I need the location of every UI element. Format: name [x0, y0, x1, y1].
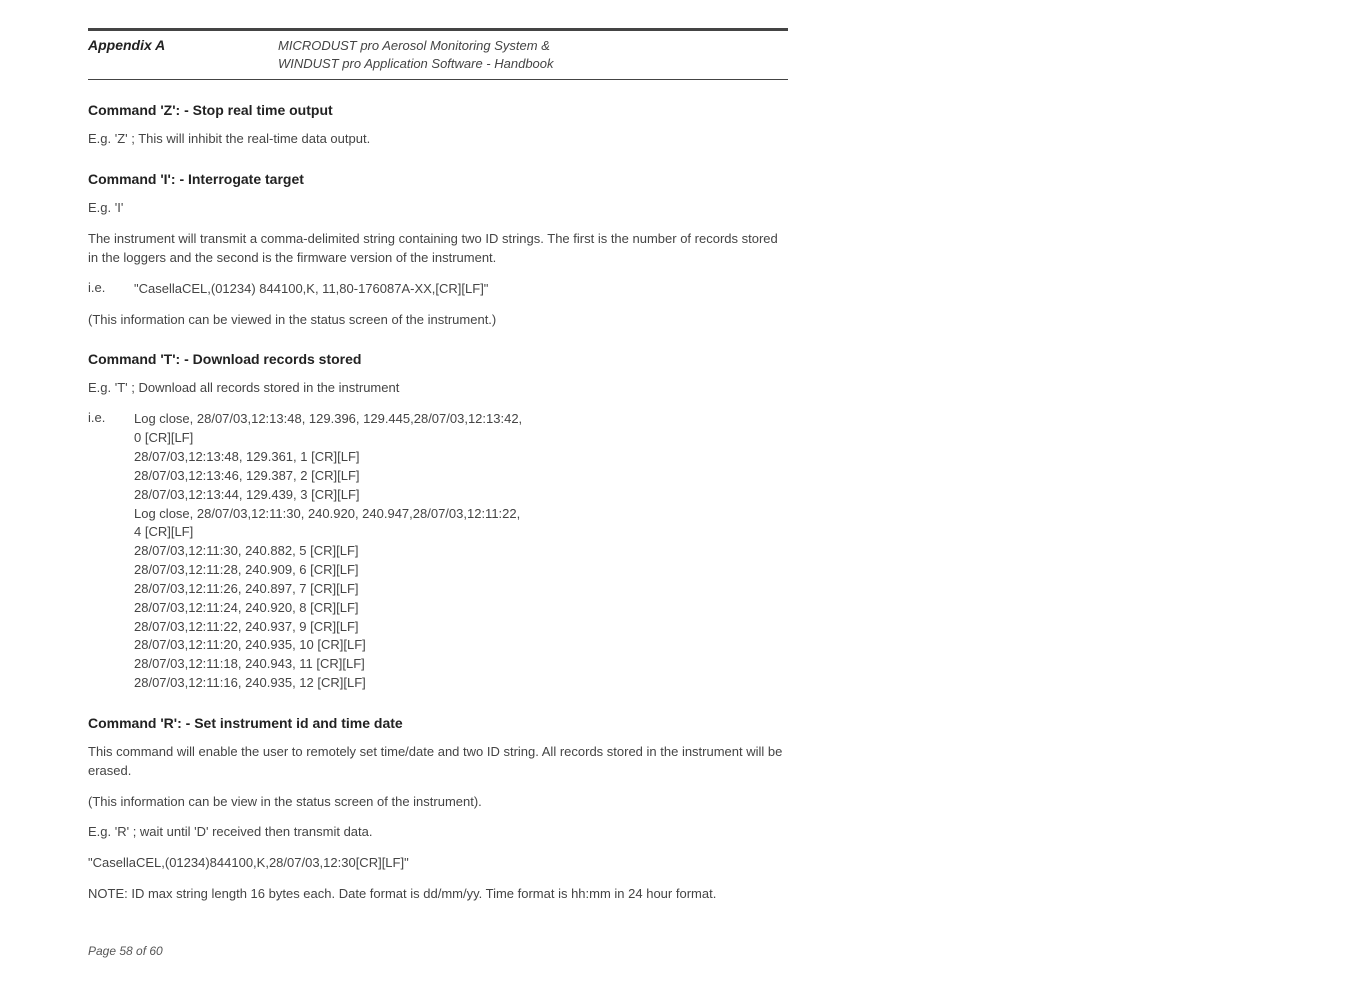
- section-heading-r: Command 'R': - Set instrument id and tim…: [88, 715, 788, 731]
- section-t-log-block: Log close, 28/07/03,12:13:48, 129.396, 1…: [134, 410, 522, 693]
- header-title-line2: WINDUST pro Application Software - Handb…: [278, 56, 554, 71]
- log-line: 28/07/03,12:11:18, 240.943, 11 [CR][LF]: [134, 655, 522, 674]
- section-heading-z: Command 'Z': - Stop real time output: [88, 102, 788, 118]
- log-line: 28/07/03,12:13:46, 129.387, 2 [CR][LF]: [134, 467, 522, 486]
- header-title: MICRODUST pro Aerosol Monitoring System …: [278, 37, 554, 73]
- log-line: 28/07/03,12:11:24, 240.920, 8 [CR][LF]: [134, 599, 522, 618]
- log-line: 0 [CR][LF]: [134, 429, 522, 448]
- header-title-line1: MICRODUST pro Aerosol Monitoring System …: [278, 38, 550, 53]
- page-footer: Page 58 of 60: [88, 944, 788, 958]
- page-header: Appendix A MICRODUST pro Aerosol Monitor…: [88, 33, 788, 79]
- appendix-label: Appendix A: [88, 37, 278, 53]
- section-i-desc: The instrument will transmit a comma-del…: [88, 230, 788, 268]
- section-z-body: E.g. 'Z' ; This will inhibit the real-ti…: [88, 130, 788, 149]
- ie-label: i.e.: [88, 410, 134, 425]
- section-i-ie-text: "CasellaCEL,(01234) 844100,K, 11,80-1760…: [134, 280, 488, 299]
- section-r-eg: E.g. 'R' ; wait until 'D' received then …: [88, 823, 788, 842]
- log-line: 28/07/03,12:13:44, 129.439, 3 [CR][LF]: [134, 486, 522, 505]
- header-rule-top: [88, 28, 788, 31]
- section-t-eg: E.g. 'T' ; Download all records stored i…: [88, 379, 788, 398]
- section-r-desc: This command will enable the user to rem…: [88, 743, 788, 781]
- section-i-note: (This information can be viewed in the s…: [88, 311, 788, 330]
- ie-label: i.e.: [88, 280, 134, 295]
- section-r-example: "CasellaCEL,(01234)844100,K,28/07/03,12:…: [88, 854, 788, 873]
- section-i-ie-row: i.e. "CasellaCEL,(01234) 844100,K, 11,80…: [88, 280, 788, 299]
- header-rule-bottom: [88, 79, 788, 80]
- log-line: 28/07/03,12:11:30, 240.882, 5 [CR][LF]: [134, 542, 522, 561]
- log-line: 28/07/03,12:11:28, 240.909, 6 [CR][LF]: [134, 561, 522, 580]
- log-line: 28/07/03,12:11:20, 240.935, 10 [CR][LF]: [134, 636, 522, 655]
- section-t-ie-row: i.e. Log close, 28/07/03,12:13:48, 129.3…: [88, 410, 788, 693]
- section-heading-i: Command 'I': - Interrogate target: [88, 171, 788, 187]
- log-line: Log close, 28/07/03,12:13:48, 129.396, 1…: [134, 410, 522, 429]
- log-line: 28/07/03,12:13:48, 129.361, 1 [CR][LF]: [134, 448, 522, 467]
- section-i-eg: E.g. 'I': [88, 199, 788, 218]
- section-heading-t: Command 'T': - Download records stored: [88, 351, 788, 367]
- log-line: Log close, 28/07/03,12:11:30, 240.920, 2…: [134, 505, 522, 524]
- section-r-note1: (This information can be view in the sta…: [88, 793, 788, 812]
- log-line: 4 [CR][LF]: [134, 523, 522, 542]
- log-line: 28/07/03,12:11:16, 240.935, 12 [CR][LF]: [134, 674, 522, 693]
- document-page: Appendix A MICRODUST pro Aerosol Monitor…: [0, 0, 876, 998]
- log-line: 28/07/03,12:11:26, 240.897, 7 [CR][LF]: [134, 580, 522, 599]
- section-r-note2: NOTE: ID max string length 16 bytes each…: [88, 885, 788, 904]
- log-line: 28/07/03,12:11:22, 240.937, 9 [CR][LF]: [134, 618, 522, 637]
